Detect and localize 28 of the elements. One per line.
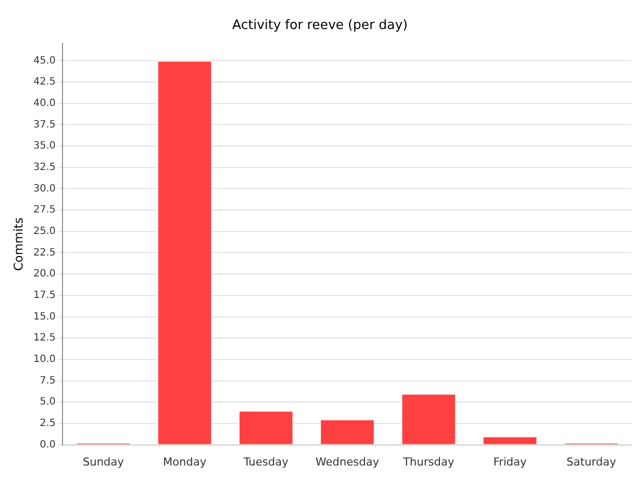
y-tick-label: 32.5 bbox=[33, 162, 56, 173]
y-tick-label: 45.0 bbox=[33, 55, 56, 66]
y-tick-label: 7.5 bbox=[40, 375, 56, 386]
y-tick-label: 42.5 bbox=[33, 76, 56, 88]
x-tick-label: Thursday bbox=[402, 455, 455, 468]
y-tick-label: 20.0 bbox=[33, 268, 56, 280]
x-tick-label: Monday bbox=[162, 455, 207, 468]
y-tick-label: 2.5 bbox=[40, 418, 56, 430]
y-tick-label: 0.0 bbox=[40, 439, 56, 450]
x-tick-label: Saturday bbox=[566, 455, 617, 468]
y-tick-label: 30.0 bbox=[33, 183, 56, 194]
y-tick-label: 27.5 bbox=[33, 204, 56, 216]
y-tick-label: 17.5 bbox=[33, 290, 56, 302]
y-tick-label: 35.0 bbox=[33, 140, 56, 152]
y-tick-label: 22.5 bbox=[33, 247, 56, 258]
y-tick-label: 10.0 bbox=[33, 354, 56, 366]
y-tick-label: 37.5 bbox=[33, 119, 56, 130]
x-tick-label: Tuesday bbox=[242, 455, 289, 468]
y-tick-label: 40.0 bbox=[33, 98, 56, 109]
y-tick-label: 25.0 bbox=[33, 226, 56, 237]
y-tick-label: 15.0 bbox=[33, 311, 56, 322]
y-tick-label: 5.0 bbox=[40, 396, 56, 408]
x-tick-label: Friday bbox=[493, 455, 528, 468]
y-tick-label: 12.5 bbox=[33, 332, 56, 344]
x-tick-label: Sunday bbox=[82, 455, 124, 468]
chart-title: Activity for reeve (per day) bbox=[232, 18, 408, 34]
x-tick-label: Wednesday bbox=[315, 455, 380, 468]
y-axis-title: Commits bbox=[11, 218, 26, 271]
